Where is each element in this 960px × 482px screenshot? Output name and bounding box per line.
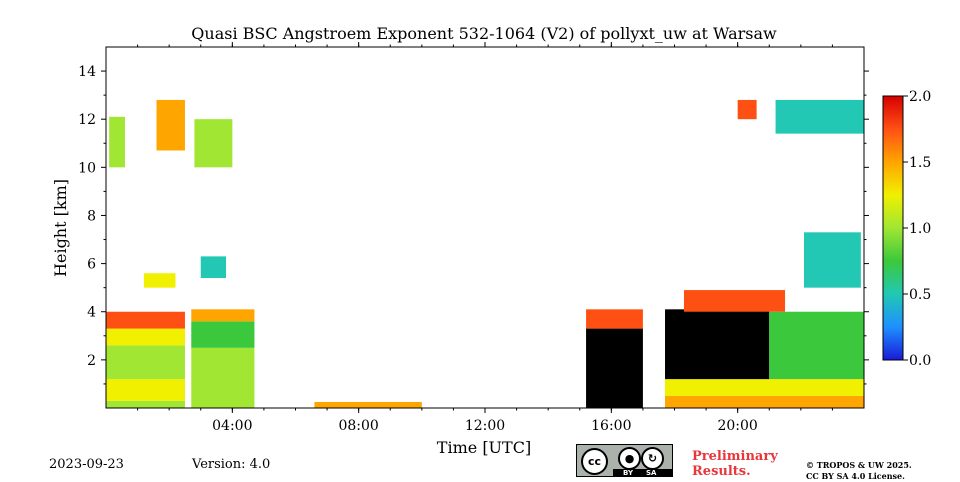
- cc-license-badge: cc ● ↻ BY SA: [576, 444, 673, 477]
- colorbar-tick-label: 1.0: [909, 221, 931, 237]
- share-alike-icon: ↻: [641, 447, 664, 470]
- heatmap-cell-2: [106, 345, 185, 380]
- heatmap-cell-19: [769, 311, 864, 380]
- cc-badge-strip: [613, 469, 672, 477]
- colorbar: [882, 95, 904, 361]
- heatmap-cell-16: [665, 395, 864, 408]
- heatmap-cell-23: [803, 232, 861, 288]
- y-tick-label: 4: [87, 305, 96, 321]
- colorbar-tick-label: 0.0: [909, 353, 931, 369]
- copyright-line-2: CC BY SA 4.0 License.: [806, 471, 905, 481]
- preliminary-line-2: Results.: [692, 464, 751, 479]
- y-tick-label: 14: [78, 64, 96, 80]
- y-tick-label: 12: [78, 112, 96, 128]
- heatmap-cell-11: [143, 273, 176, 288]
- x-tick-label: 08:00: [338, 418, 378, 434]
- heatmap-cell-14: [586, 328, 643, 408]
- preliminary-results-note: Preliminary Results.: [692, 449, 778, 479]
- date-label: 2023-09-23: [49, 457, 124, 472]
- by-label: BY: [623, 469, 634, 477]
- y-axis-label: Height [km]: [51, 179, 70, 277]
- heatmap-cell-10: [194, 119, 233, 168]
- axis-layer: 04:00 08:00 12:00 16:00 20:00 2 4 6 8 10 12 14: [78, 42, 869, 434]
- x-tick-label: 20:00: [717, 418, 757, 434]
- x-tick-label: 16:00: [591, 418, 631, 434]
- x-tick-label: 04:00: [212, 418, 252, 434]
- preliminary-line-1: Preliminary: [692, 449, 778, 464]
- y-tick-label: 6: [87, 257, 96, 273]
- copyright-line-1: © TROPOS & UW 2025.: [806, 460, 912, 470]
- y-tick-label: 10: [78, 160, 96, 176]
- heatmap-cell-8: [109, 116, 125, 168]
- heatmap-layer: [106, 99, 864, 408]
- sa-label: SA: [646, 469, 657, 477]
- y-tick-label: 2: [87, 353, 96, 369]
- chart-title: Quasi BSC Angstroem Exponent 532-1064 (V…: [191, 24, 777, 43]
- cc-icon: cc: [581, 448, 608, 475]
- colorbar-tick-label: 0.5: [909, 287, 931, 303]
- heatmap-cell-3: [106, 328, 185, 346]
- heatmap-cell-17: [665, 379, 864, 396]
- colorbar-ticks: 0.0 0.5 1.0 1.5 2.0: [903, 89, 931, 369]
- heatmap-cell-21: [775, 99, 864, 134]
- heatmap-cell-1: [106, 379, 185, 401]
- heatmap-cell-12: [200, 256, 227, 279]
- heatmap-cell-0: [106, 400, 185, 408]
- heatmap-cell-7: [191, 309, 255, 322]
- heatmap-cell-15: [586, 309, 643, 329]
- heatmap-cell-20: [683, 290, 786, 312]
- heatmap-cell-4: [106, 311, 185, 329]
- heatmap-cell-22: [737, 99, 757, 120]
- copyright-note: © TROPOS & UW 2025. CC BY SA 4.0 License…: [806, 460, 912, 482]
- x-axis-label: Time [UTC]: [437, 438, 531, 457]
- heatmap-cell-6: [191, 321, 255, 348]
- heatmap-cell-9: [156, 99, 185, 151]
- colorbar-tick-label: 2.0: [909, 89, 931, 105]
- x-tick-label: 12:00: [465, 418, 505, 434]
- heatmap-cell-13: [314, 401, 422, 408]
- heatmap-cell-5: [191, 347, 255, 408]
- colorbar-tick-label: 1.5: [909, 155, 931, 171]
- attribution-icon: ●: [618, 447, 641, 470]
- version-label: Version: 4.0: [192, 457, 271, 472]
- heatmap-cell-18: [665, 309, 770, 380]
- y-tick-label: 8: [87, 208, 96, 224]
